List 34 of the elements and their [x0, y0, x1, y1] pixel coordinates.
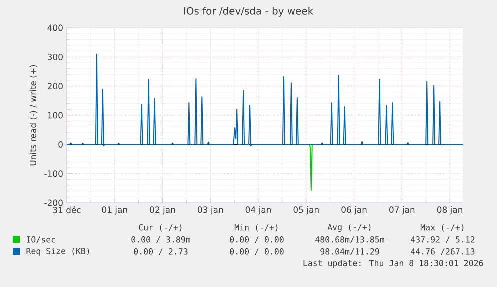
text: 0.00 / 0.00: [230, 248, 284, 256]
text: 480.68m/13.85m: [316, 236, 384, 244]
text: Cur (-/+): [139, 224, 182, 232]
y-tick-label: -200: [44, 200, 63, 206]
x-tick-label: 05 jan: [294, 206, 319, 215]
legend-label: IO/sec: [27, 236, 56, 244]
x-tick-label: 08 jan: [437, 206, 462, 215]
y-tick-label: 0: [58, 141, 63, 148]
y-tick-label: -100: [44, 170, 63, 178]
x-tick-label: 06 jan: [342, 206, 367, 215]
text: 0.00 / 0.00: [230, 236, 284, 244]
y-tick-label: 400: [48, 24, 63, 32]
text: 98.04m/11.29: [320, 248, 380, 256]
text: Avg (-/+): [328, 224, 371, 232]
x-tick-label: 01 jan: [102, 206, 128, 215]
x-tick-label: 04 jan: [246, 206, 271, 215]
y-tick-label: 300: [48, 54, 63, 60]
y-tick-label: 200: [48, 83, 63, 90]
chart-title: IOs for /dev/sda - by week: [184, 7, 314, 17]
x-tick-label: 31 déc: [53, 206, 81, 214]
y-tick-label: 100: [48, 112, 63, 119]
text: Max (-/+): [420, 224, 464, 232]
y-axis-title: Units read (-) / write (+): [30, 65, 38, 166]
text: 44.76 /267.13: [411, 248, 475, 256]
text: 0.00 / 2.73: [134, 248, 188, 256]
text: Last update: Thu Jan 8 18:30:01 2026: [304, 260, 484, 268]
legend-label: Req Size (KB): [26, 248, 90, 256]
line-series: [67, 54, 464, 147]
text: 0.00 / 3.89m: [132, 236, 190, 244]
text: Min (-/+): [234, 224, 278, 232]
x-tick-label: 03 jan: [198, 206, 224, 215]
x-tick-label: 07 jan: [390, 206, 415, 215]
x-tick-label: 02 jan: [150, 206, 176, 215]
text: 437.92 / 5.12: [411, 236, 475, 244]
